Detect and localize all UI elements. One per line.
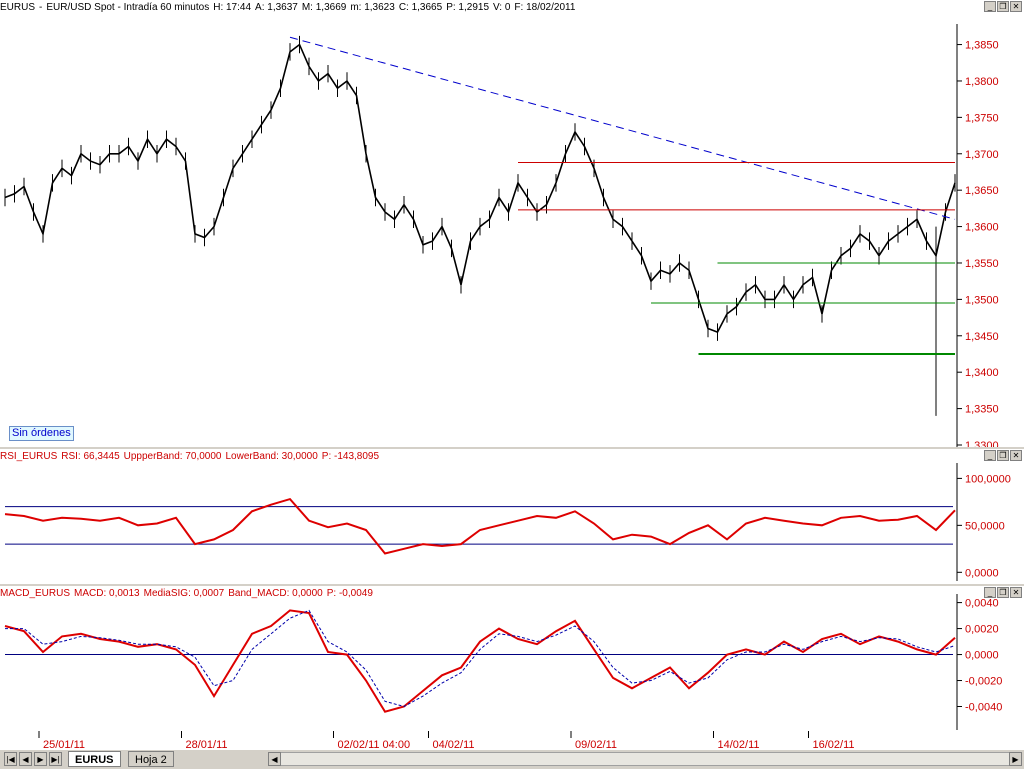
- minimize-icon[interactable]: _: [984, 587, 996, 598]
- macd-panel-window-buttons: _ ❐ ✕: [984, 587, 1022, 598]
- title-field: M: 1,3669: [301, 2, 347, 13]
- title-field: A: 1,3637: [255, 2, 298, 13]
- x-axis-label: 25/01/11: [43, 739, 85, 749]
- title-field: P: -143,8095: [321, 451, 380, 462]
- price-series-line: [4, 43, 956, 334]
- trend-line: [289, 36, 956, 220]
- title-field: m: 1,3623: [350, 2, 395, 13]
- horizontal-scrollbar[interactable]: ◀ ▶: [268, 752, 1022, 766]
- scroll-right-icon[interactable]: ▶: [1009, 752, 1022, 766]
- rsi-series-line: [4, 497, 956, 555]
- x-axis-label: 14/02/11: [718, 739, 760, 749]
- first-sheet-icon[interactable]: |◀: [4, 752, 17, 766]
- y-tick-label: 0,0000: [965, 567, 999, 579]
- title-field: LowerBand: 30,0000: [225, 451, 318, 462]
- y-tick-label: 0,0000: [965, 650, 999, 662]
- x-axis-label: 28/01/11: [186, 739, 228, 749]
- y-tick-label: 1,3600: [965, 222, 999, 234]
- x-axis-label: 04/02/11: [433, 739, 475, 749]
- x-axis-label: 16/02/11: [813, 739, 855, 749]
- x-axis-label: 02/02/11 04:00: [338, 739, 411, 749]
- price-panel[interactable]: 1,3850 1,3800 1,3750 1,3700 1,3650 1,3600 1,35…: [0, 0, 1024, 447]
- title-field: RSI_EURUS: [0, 451, 58, 462]
- sheet-tab-bar: |◀ ◀ ▶ ▶| EURUS Hoja 2 ◀ ▶: [0, 749, 1024, 769]
- price-panel-window-buttons: _ ❐ ✕: [984, 1, 1022, 12]
- title-field: MACD_EURUS: [0, 588, 71, 599]
- y-tick-label: 1,3300: [965, 440, 999, 447]
- title-field: V: 0: [493, 2, 511, 13]
- minimize-icon[interactable]: _: [984, 1, 996, 12]
- close-icon[interactable]: ✕: [1010, 1, 1022, 12]
- macd-panel[interactable]: 0,0040 0,0020 0,0000 -0,0020 -0,0040 25/01/11…: [0, 586, 1024, 749]
- y-tick-label: 0,0040: [965, 598, 999, 610]
- title-field: EUR/USD Spot - Intradía 60 minutos: [46, 2, 210, 13]
- restore-icon[interactable]: ❐: [997, 587, 1009, 598]
- rsi-panel-title: RSI_EURUS RSI: 66,3445 UppperBand: 70,0000…: [0, 449, 384, 465]
- y-tick-label: 1,3650: [965, 185, 999, 197]
- y-tick-label: 50,0000: [965, 520, 1005, 532]
- title-field: H: 17:44: [213, 2, 252, 13]
- title-field: F: 18/02/2011: [514, 2, 576, 13]
- price-panel-title: EURUS - EUR/USD Spot - Intradía 60 minutos…: [0, 0, 580, 16]
- y-tick-label: 1,3750: [965, 112, 999, 124]
- rsi-panel[interactable]: 100,0000 50,0000 0,0000 RSI_EURUS RSI: 66,3…: [0, 449, 1024, 584]
- macd-chart-svg[interactable]: 0,0040 0,0020 0,0000 -0,0020 -0,0040 25/01/11…: [0, 586, 1024, 749]
- y-tick-label: 1,3450: [965, 331, 999, 343]
- y-tick-label: 1,3700: [965, 149, 999, 161]
- y-tick-label: 1,3850: [965, 40, 999, 52]
- close-icon[interactable]: ✕: [1010, 587, 1022, 598]
- title-field: -: [39, 2, 43, 13]
- macd-series-line: [4, 609, 956, 713]
- last-sheet-icon[interactable]: ▶|: [49, 752, 62, 766]
- title-field: C: 1,3665: [398, 2, 443, 13]
- restore-icon[interactable]: ❐: [997, 1, 1009, 12]
- restore-icon[interactable]: ❐: [997, 450, 1009, 461]
- title-field: EURUS: [0, 2, 36, 13]
- title-field: Band_MACD: 0,0000: [228, 588, 323, 599]
- close-icon[interactable]: ✕: [1010, 450, 1022, 461]
- y-tick-label: 100,0000: [965, 473, 1011, 485]
- title-field: MACD: 0,0013: [74, 588, 140, 599]
- y-tick-label: 1,3800: [965, 76, 999, 88]
- y-tick-label: 1,3550: [965, 258, 999, 270]
- y-tick-label: -0,0040: [965, 702, 1002, 714]
- next-sheet-icon[interactable]: ▶: [34, 752, 47, 766]
- orders-status-badge[interactable]: Sin órdenes: [9, 426, 74, 441]
- price-chart-svg[interactable]: 1,3850 1,3800 1,3750 1,3700 1,3650 1,3600 1,35…: [0, 0, 1024, 447]
- title-field: MediaSIG: 0,0007: [143, 588, 225, 599]
- macd-panel-title: MACD_EURUS MACD: 0,0013 MediaSIG: 0,0007 Ba…: [0, 586, 377, 602]
- rsi-panel-window-buttons: _ ❐ ✕: [984, 450, 1022, 461]
- y-tick-label: -0,0020: [965, 676, 1002, 688]
- minimize-icon[interactable]: _: [984, 450, 996, 461]
- title-field: P: 1,2915: [446, 2, 489, 13]
- prev-sheet-icon[interactable]: ◀: [19, 752, 32, 766]
- scroll-left-icon[interactable]: ◀: [268, 752, 281, 766]
- title-field: RSI: 66,3445: [61, 451, 120, 462]
- signal-series-line: [5, 609, 956, 708]
- y-tick-label: 0,0020: [965, 624, 999, 636]
- x-axis-label: 09/02/11: [575, 739, 617, 749]
- y-tick-label: 1,3400: [965, 367, 999, 379]
- y-tick-label: 1,3500: [965, 294, 999, 306]
- tab-hoja-2[interactable]: Hoja 2: [128, 751, 174, 767]
- title-field: P: -0,0049: [326, 588, 373, 599]
- rsi-chart-svg[interactable]: 100,0000 50,0000 0,0000: [0, 449, 1024, 584]
- tab-eurus[interactable]: EURUS: [68, 751, 121, 767]
- y-tick-label: 1,3350: [965, 404, 999, 416]
- title-field: UppperBand: 70,0000: [123, 451, 222, 462]
